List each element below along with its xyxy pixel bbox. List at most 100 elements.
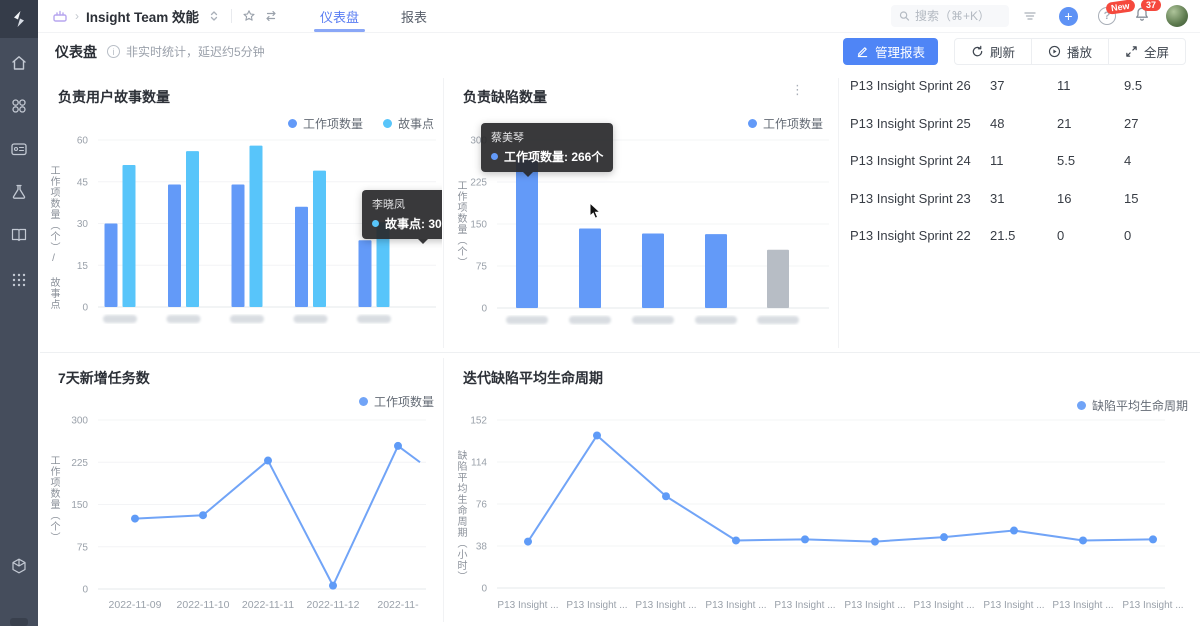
- tab-reports[interactable]: 报表: [401, 0, 427, 33]
- bar-工作项数量-4[interactable]: [767, 249, 789, 308]
- bar-工作项数量-3[interactable]: [705, 234, 727, 308]
- fullscreen-label: 全屏: [1143, 46, 1169, 60]
- y-tick-label: 30: [77, 219, 89, 230]
- create-button[interactable]: +: [1059, 6, 1078, 26]
- data-point-8[interactable]: [1079, 536, 1087, 545]
- sprint-value-1: 5.5: [1057, 153, 1076, 168]
- search-input[interactable]: [915, 9, 1001, 23]
- sprint-table-row[interactable]: P13 Insight Sprint 26 37 11 9.5: [850, 78, 1179, 93]
- app-logo[interactable]: [0, 0, 38, 38]
- bar-工作项数量-2[interactable]: [642, 233, 664, 308]
- tooltip-value: 故事点: 30.4: [385, 217, 442, 231]
- legend-item[interactable]: 工作项数量: [358, 393, 434, 410]
- breadcrumb-title[interactable]: Insight Team 效能: [86, 10, 200, 25]
- refresh-button[interactable]: 刷新: [955, 39, 1031, 64]
- data-point-1[interactable]: [199, 511, 207, 520]
- data-point-4[interactable]: [801, 535, 809, 544]
- sidebar-bottom-item[interactable]: [10, 618, 28, 626]
- more-menu-icon[interactable]: ⋮: [791, 82, 804, 97]
- user-avatar[interactable]: [1166, 5, 1188, 27]
- notification-count-badge: 37: [1141, 0, 1162, 11]
- manage-reports-button[interactable]: 管理报表: [842, 38, 938, 65]
- chart-card-bug-lifecycle: 迭代缺陷平均生命周期 缺陷平均生命周期 缺陷平均生命周期（小时） 0 38 76 11…: [445, 355, 1200, 626]
- legend-item[interactable]: 工作项数量: [747, 115, 823, 132]
- tooltip-series-dot: [491, 153, 498, 160]
- bar-故事点-0[interactable]: [122, 165, 136, 307]
- x-tick-label: 2022-11-: [377, 599, 419, 611]
- sidebar-item-grid-icon[interactable]: [10, 271, 28, 289]
- sprint-value-0: 11: [990, 153, 1004, 168]
- dashboard-toolbar: 仪表盘 i 非实时统计，延迟约5分钟 管理报表 刷新 播放: [38, 33, 1200, 70]
- card-divider: [838, 78, 839, 348]
- transfer-icon[interactable]: [264, 9, 278, 23]
- sprint-table-card: P13 Insight Sprint 26 37 11 9.5 P13 Insight …: [838, 70, 1200, 351]
- data-point-7[interactable]: [1010, 526, 1018, 535]
- card-divider: [443, 78, 444, 348]
- x-tick-label: 2022-11-10: [177, 599, 230, 611]
- play-button[interactable]: 播放: [1030, 39, 1108, 64]
- data-point-9[interactable]: [1149, 535, 1157, 544]
- legend-item[interactable]: 缺陷平均生命周期: [1076, 397, 1188, 414]
- sprint-table-row[interactable]: P13 Insight Sprint 24 11 5.5 4: [850, 153, 1179, 168]
- sidebar-item-cube-icon[interactable]: [10, 557, 28, 575]
- sidebar-item-card-icon[interactable]: [10, 140, 28, 158]
- sidebar-item-home-icon[interactable]: [10, 54, 28, 72]
- sprint-table-row[interactable]: P13 Insight Sprint 25 48 21 27: [850, 116, 1179, 131]
- section-divider: [40, 352, 1200, 353]
- fullscreen-button[interactable]: 全屏: [1107, 39, 1185, 64]
- data-point-6[interactable]: [940, 533, 948, 542]
- data-point-2[interactable]: [264, 456, 272, 465]
- bar-故事点-2[interactable]: [249, 145, 263, 307]
- new-badge: New: [1105, 0, 1136, 15]
- sidebar-item-book-icon[interactable]: [10, 226, 28, 244]
- bar-工作项数量-1[interactable]: [168, 184, 181, 307]
- y-tick-label: 300: [470, 136, 487, 147]
- whats-new-button[interactable]: ? New: [1098, 0, 1136, 25]
- bar-工作项数量-2[interactable]: [231, 184, 245, 307]
- bar-故事点-3[interactable]: [313, 170, 326, 307]
- data-point-3[interactable]: [732, 536, 740, 545]
- data-point-0[interactable]: [131, 514, 139, 523]
- x-tick-label: P13 Insight ...: [497, 600, 558, 611]
- data-point-3[interactable]: [329, 581, 337, 590]
- sprint-table-row[interactable]: P13 Insight Sprint 23 31 16 15: [850, 191, 1179, 206]
- data-point-1[interactable]: [593, 431, 601, 440]
- star-icon[interactable]: [242, 9, 256, 23]
- bar-故事点-1[interactable]: [186, 151, 199, 307]
- tooltip-series-dot: [372, 220, 379, 227]
- sidebar-item-flask-icon[interactable]: [10, 183, 28, 201]
- notifications-button[interactable]: 37: [1134, 0, 1162, 27]
- sprint-value-0: 31: [990, 190, 1005, 206]
- bar-故事点-4[interactable]: [376, 222, 390, 307]
- data-point-2[interactable]: [662, 492, 670, 501]
- bar-工作项数量-0[interactable]: [104, 223, 118, 308]
- search-box[interactable]: [891, 5, 1009, 27]
- sidebar-item-apps-icon[interactable]: [10, 97, 28, 115]
- sprint-value-2: 27: [1124, 115, 1139, 131]
- workspace-icon[interactable]: [52, 8, 68, 24]
- bar-工作项数量-1[interactable]: [579, 228, 601, 308]
- dashboard-content: 负责用户故事数量 工作项数量 故事点 工作项数量（个）/ 故事点 0 15 30 45 6…: [38, 70, 1200, 626]
- bar-工作项数量-3[interactable]: [295, 206, 308, 307]
- chart-tooltip: 蔡美琴 工作项数量: 266个: [481, 123, 614, 177]
- masked-category-label: [230, 315, 264, 323]
- masked-category-label: [569, 316, 611, 324]
- legend-item[interactable]: 工作项数量: [287, 115, 363, 132]
- y-tick-label: 75: [77, 542, 89, 553]
- bar-工作项数量-4[interactable]: [358, 240, 372, 307]
- chart-tooltip: 李晓凤 故事点: 30.4: [362, 190, 442, 244]
- data-point-0[interactable]: [524, 537, 532, 546]
- data-point-4[interactable]: [394, 441, 402, 450]
- sprint-value-2: 15: [1124, 190, 1139, 206]
- filter-tune-icon[interactable]: [1023, 9, 1037, 23]
- data-point-5[interactable]: [871, 537, 879, 546]
- tooltip-caret: [523, 172, 533, 177]
- y-tick-label: 38: [476, 542, 488, 553]
- y-tick-label: 15: [77, 261, 89, 272]
- bar-工作项数量-0[interactable]: [516, 159, 538, 308]
- x-tick-label: P13 Insight ...: [566, 600, 627, 611]
- caret-updown-icon[interactable]: [207, 9, 221, 23]
- tab-dashboard[interactable]: 仪表盘: [314, 0, 366, 33]
- legend-item[interactable]: 故事点: [382, 115, 434, 132]
- sprint-table-row[interactable]: P13 Insight Sprint 22 21.5 0 0: [850, 228, 1179, 243]
